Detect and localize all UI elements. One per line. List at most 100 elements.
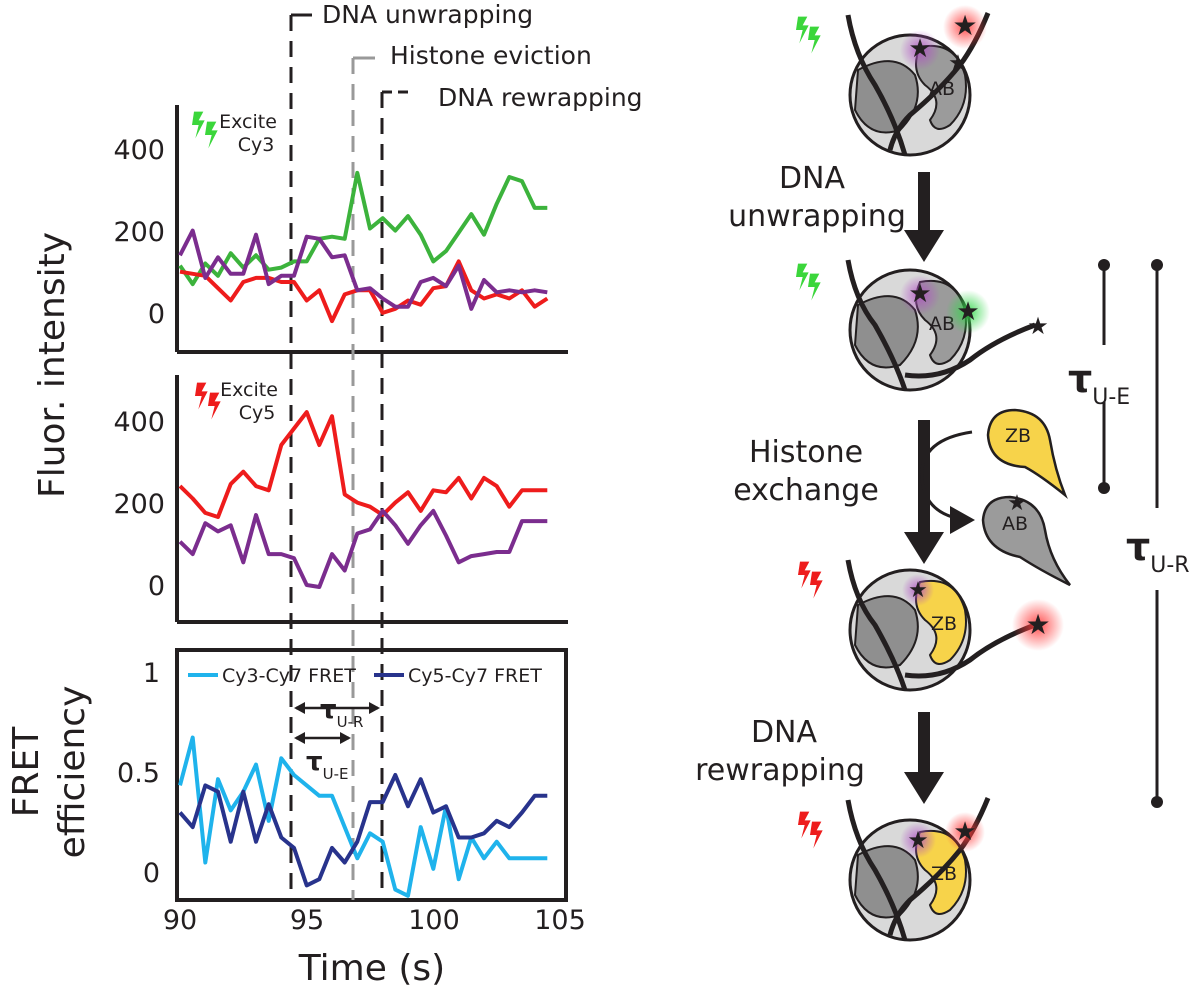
top-ytick: 200	[113, 217, 165, 248]
dna-strand	[904, 322, 1036, 379]
step-labels: DNA unwrapping Histone exchange DNA rewr…	[695, 161, 906, 788]
middle-panel-axes	[175, 375, 568, 624]
series-line-cy7-purple	[178, 508, 548, 589]
lightning-green-icon	[796, 263, 809, 291]
dimer-zb-label: ZB	[931, 613, 957, 635]
event-unwrapping: DNA unwrapping	[289, 0, 533, 900]
series-line-cy7-purple	[178, 228, 548, 311]
middle-yticks: 400 200 0	[113, 407, 165, 602]
series-line-cy3-green	[178, 170, 548, 287]
event-label-unwrapping: DNA unwrapping	[322, 0, 533, 29]
tau-ue-symbol: τ	[306, 747, 323, 777]
fluor-glow-purple	[900, 30, 940, 70]
excite-cy5-line2: Cy5	[239, 402, 276, 424]
nucleosome-intact: AB ★ ★ ★	[796, 5, 991, 157]
histone-left	[853, 595, 919, 669]
nucleosome-exchanged: ZB ★ ★	[798, 559, 1064, 692]
excite-cy3-line2: Cy3	[238, 134, 275, 156]
ab-drop	[981, 495, 1071, 587]
y-axis-label-fret: FRET efficiency	[6, 686, 93, 859]
tau-ue-bracket-end	[1098, 482, 1110, 494]
fluor-star-green: ★	[1007, 491, 1027, 516]
fluor-glow-green	[946, 290, 990, 334]
histone-left	[853, 295, 919, 369]
tau-ue-arrowhead-right	[340, 732, 351, 744]
tau-ur-label: τU-R	[320, 695, 363, 731]
y-axis-label-fluor: Fluor. intensity	[32, 232, 73, 498]
tau-ur-bracket-end	[1151, 259, 1163, 271]
fluor-star-purple: ★	[907, 826, 929, 854]
step-rewrapping-line2: rewrapping	[695, 753, 865, 788]
lightning-red-icon	[810, 571, 823, 599]
bottom-xtick: 100	[408, 905, 460, 936]
tau-ur-symbol: τ	[320, 695, 337, 725]
bottom-ytick: 0.5	[117, 758, 160, 789]
excite-cy3-line1: Excite	[219, 111, 277, 133]
lightning-red-icon	[798, 811, 811, 839]
fluor-star-purple: ★	[908, 34, 931, 64]
bottom-panel-axes	[175, 648, 568, 902]
flow-arrowhead	[904, 230, 944, 262]
top-panel-series	[178, 170, 549, 324]
exchange-arrowhead	[950, 506, 975, 534]
fluor-star-red: ★	[1025, 608, 1050, 641]
dna-strand	[845, 259, 908, 391]
fluor-star-green: ★	[948, 51, 968, 76]
tau-ur-sub: U-R	[337, 713, 364, 731]
bottom-ytick: 0	[143, 858, 160, 889]
top-ytick: 400	[113, 135, 165, 166]
series-line-cy5-cy7-fret	[178, 773, 548, 888]
fluor-star-purple: ★	[908, 279, 931, 309]
tau-ue-bracket-symbol: τ	[1068, 357, 1092, 401]
tau-ur-arrowhead-right	[369, 702, 380, 714]
flow-arrowhead	[904, 772, 944, 804]
fluor-star-red: ★	[952, 9, 977, 42]
excite-cy5-marker: Excite Cy5	[195, 379, 278, 424]
dimer-ab-label: AB	[1002, 513, 1028, 535]
flow-arrows	[904, 172, 975, 804]
fluor-glow-red	[945, 812, 985, 852]
zb-drop	[986, 408, 1068, 499]
step-unwrapping-line2: unwrapping	[728, 199, 906, 234]
event-eviction: Histone eviction	[351, 41, 592, 900]
fluor-glow-purple	[902, 574, 934, 606]
nucleosome-rewrapped: ZB ★ ★	[798, 797, 991, 942]
middle-ytick: 0	[148, 571, 165, 602]
fluor-glow-red	[1012, 599, 1064, 651]
top-panel-axes	[175, 105, 568, 354]
fluor-star-green: ★	[956, 297, 979, 327]
middle-panel-series	[178, 410, 548, 589]
fluor-star-red: ★	[953, 817, 976, 847]
bottom-panel-frame	[175, 648, 568, 902]
fluor-glow-purple	[900, 822, 936, 858]
lightning-red-icon	[798, 561, 811, 589]
fluor-star-red: ★	[1027, 312, 1049, 340]
top-ytick: 0	[148, 299, 165, 330]
event-label-rewrapping: DNA rewrapping	[438, 83, 643, 112]
tau-ur-bracket-symbol: τ	[1126, 525, 1150, 569]
bottom-yticks: 1 0.5 0	[117, 658, 160, 889]
legend-label-cy5-cy7: Cy5-Cy7 FRET	[408, 665, 542, 687]
middle-ytick: 400	[113, 407, 165, 438]
dna-strand	[904, 622, 1036, 679]
evicted-ab-dimer: AB ★	[981, 491, 1071, 587]
bottom-xtick: 105	[534, 905, 586, 936]
step-exchange-line1: Histone	[749, 435, 863, 470]
legend-label-cy3-cy7: Cy3-Cy7 FRET	[222, 665, 356, 687]
bottom-xtick: 90	[163, 905, 197, 936]
tau-ur-bracket-sub: U-R	[1150, 553, 1189, 578]
nucleosome-unwrapped: AB ★ ★ ★	[796, 259, 1049, 392]
bottom-panel-series	[178, 735, 548, 898]
excite-cy5-line1: Excite	[220, 379, 278, 401]
fret-legend: Cy3-Cy7 FRET Cy5-Cy7 FRET	[188, 665, 542, 687]
chart-area: 400 200 0 400 200 0 1 0.5 0 90 95 100 10…	[6, 0, 643, 989]
excite-cy3-marker: Excite Cy3	[192, 111, 277, 156]
bottom-ytick: 1	[143, 658, 160, 689]
lightning-red-icon	[195, 382, 208, 410]
event-rewrapping: DNA rewrapping	[380, 83, 643, 900]
schematic: DNA unwrapping Histone exchange DNA rewr…	[695, 5, 1190, 942]
fluor-star-purple: ★	[908, 578, 928, 603]
series-line-cy5-red	[178, 410, 548, 519]
event-label-eviction: Histone eviction	[390, 41, 592, 70]
